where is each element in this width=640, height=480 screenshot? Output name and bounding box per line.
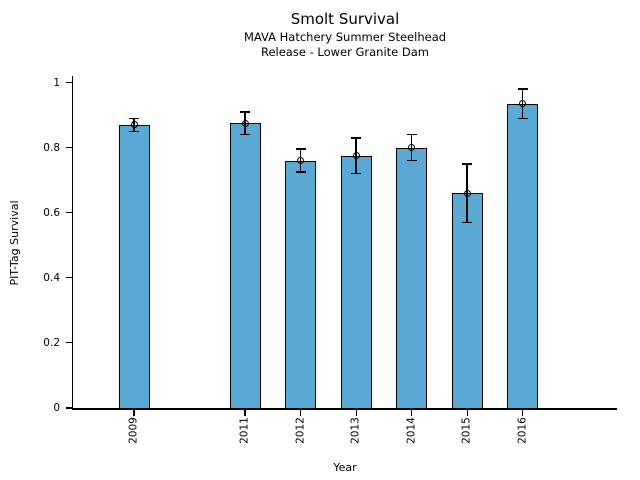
data-point-marker [408, 144, 416, 152]
error-bar-cap-top [295, 148, 306, 150]
y-tick-label: 0.2 [43, 336, 60, 349]
bar [285, 160, 317, 410]
error-bar-cap-top [129, 117, 140, 120]
x-axis-label: Year [333, 461, 357, 474]
bar [229, 123, 261, 410]
x-tick-mark [411, 409, 413, 416]
x-tick-label: 2012 [294, 417, 307, 444]
x-tick-mark [299, 409, 302, 416]
y-tick-mark [65, 342, 72, 344]
x-tick-label: 2011 [238, 417, 251, 444]
y-axis-spine [71, 76, 73, 408]
error-bar-cap-top [462, 163, 473, 165]
y-tick-label: 0 [53, 402, 60, 414]
y-tick-label: 0.4 [43, 271, 60, 284]
error-bar-cap-bottom [462, 221, 473, 224]
error-bar-cap-top [240, 111, 251, 113]
error-bar-cap-top [406, 133, 417, 136]
error-bar-cap-bottom [406, 159, 417, 162]
bar [396, 147, 428, 410]
y-tick-mark [65, 147, 72, 149]
x-tick-label: 2016 [516, 417, 529, 444]
data-point-marker [297, 157, 305, 165]
chart-subtitle-line-2: Release - Lower Granite Dam [260, 45, 429, 59]
error-bar-cap-bottom [129, 130, 140, 133]
data-point-marker [463, 189, 471, 197]
error-bar-cap-bottom [351, 172, 362, 175]
error-bar-cap-bottom [295, 171, 306, 173]
x-tick-label: 2015 [460, 417, 473, 444]
x-tick-mark [133, 409, 135, 416]
x-tick-mark [522, 409, 524, 416]
chart-title: Smolt Survival [290, 10, 400, 28]
x-tick-mark [355, 409, 357, 416]
x-tick-label: 2014 [405, 417, 418, 444]
bar [118, 124, 150, 410]
x-tick-mark [244, 409, 246, 416]
error-bar-cap-top [517, 88, 528, 90]
data-point-marker [130, 121, 138, 129]
y-tick-label: 0.6 [43, 206, 60, 219]
error-bar-cap-bottom [240, 133, 251, 136]
error-bar-cap-top [351, 137, 362, 139]
y-tick-mark [65, 81, 72, 84]
y-tick-mark [65, 407, 72, 409]
data-point-marker [352, 152, 360, 160]
y-tick-mark [65, 277, 72, 279]
data-point-marker [241, 119, 249, 127]
x-tick-label: 2009 [127, 417, 140, 444]
y-tick-label: 0.8 [43, 141, 60, 154]
x-tick-mark [466, 409, 468, 416]
y-tick-mark [65, 212, 72, 214]
bar [507, 103, 539, 410]
chart-subtitle-line-1: MAVA Hatchery Summer Steelhead [243, 30, 447, 44]
bar [340, 155, 372, 410]
data-point-marker [519, 100, 527, 108]
error-bar-cap-bottom [517, 117, 528, 120]
y-tick-label: 1 [53, 76, 60, 89]
x-tick-label: 2013 [349, 417, 362, 444]
bar [451, 193, 483, 410]
